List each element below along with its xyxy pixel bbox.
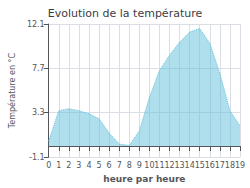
svg-text:4: 4: [86, 161, 91, 170]
svg-text:15: 15: [195, 161, 205, 170]
svg-text:heure par heure: heure par heure: [103, 174, 185, 184]
svg-text:1: 1: [56, 161, 61, 170]
svg-text:0: 0: [46, 161, 51, 170]
svg-text:5: 5: [97, 161, 102, 170]
svg-text:-1.1: -1.1: [29, 153, 45, 162]
svg-text:7: 7: [117, 161, 122, 170]
svg-text:19: 19: [235, 161, 245, 170]
svg-text:3: 3: [76, 161, 81, 170]
svg-text:12.1: 12.1: [27, 20, 45, 29]
svg-text:16: 16: [205, 161, 215, 170]
svg-text:8: 8: [127, 161, 132, 170]
svg-text:10: 10: [144, 161, 154, 170]
svg-text:13: 13: [174, 161, 184, 170]
svg-text:12: 12: [164, 161, 174, 170]
svg-text:11: 11: [154, 161, 164, 170]
svg-text:3.3: 3.3: [32, 108, 45, 117]
svg-text:6: 6: [107, 161, 112, 170]
svg-text:Température en °C: Température en °C: [7, 52, 17, 129]
svg-text:9: 9: [137, 161, 142, 170]
svg-text:Evolution de la température: Evolution de la température: [48, 7, 203, 20]
svg-text:14: 14: [185, 161, 195, 170]
svg-text:17: 17: [215, 161, 225, 170]
svg-text:18: 18: [225, 161, 235, 170]
svg-text:2: 2: [66, 161, 71, 170]
svg-text:7.7: 7.7: [32, 64, 45, 73]
